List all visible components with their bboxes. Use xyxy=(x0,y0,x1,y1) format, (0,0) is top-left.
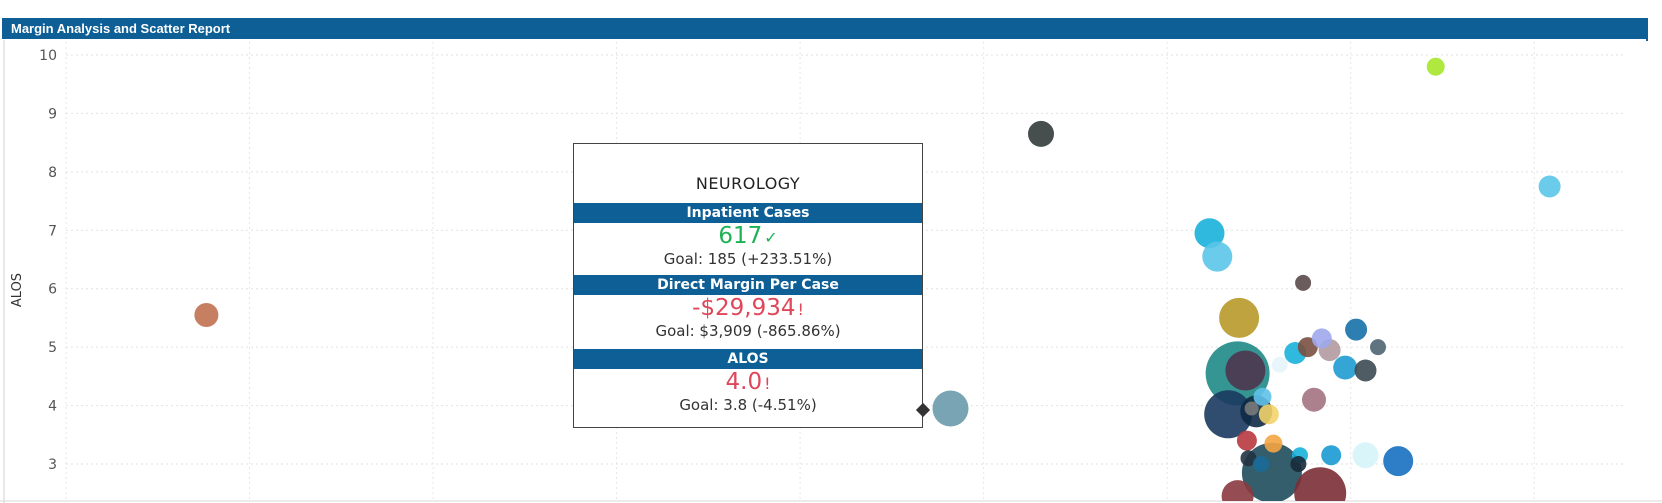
scatter-point[interactable] xyxy=(1028,120,1054,147)
y-tick-label: 7 xyxy=(48,223,57,239)
scatter-point[interactable] xyxy=(1290,456,1307,472)
scatter-point[interactable] xyxy=(1202,241,1233,272)
scatter-point[interactable] xyxy=(1219,297,1260,338)
check-icon: ✓ xyxy=(764,228,778,247)
scatter-point[interactable] xyxy=(1271,356,1288,373)
tooltip-title: NEUROLOGY xyxy=(695,174,801,193)
tooltip-goal-alos: Goal: 3.8 (-4.51%) xyxy=(679,396,817,414)
warning-icon: ! xyxy=(797,300,804,319)
scatter-point[interactable] xyxy=(1321,445,1342,466)
tooltip-value-inpatient-cases: 617 ✓ xyxy=(574,223,922,249)
y-tick-label: 8 xyxy=(48,165,57,181)
tooltip-goal-inpatient-cases: Goal: 185 (+233.51%) xyxy=(663,250,833,268)
tooltip-header-direct-margin: Direct Margin Per Case xyxy=(574,275,922,295)
tooltip-goal-direct-margin: Goal: $3,909 (-865.86%) xyxy=(655,322,841,340)
scatter-point[interactable] xyxy=(1253,387,1272,406)
y-axis-ticks: 3 4 5 6 7 8 9 10 xyxy=(39,48,57,473)
y-tick-label: 6 xyxy=(48,282,57,298)
y-axis-label: ALOS xyxy=(10,273,25,307)
y-tick-label: 4 xyxy=(48,399,57,415)
scatter-point[interactable] xyxy=(194,303,219,327)
scatter-point[interactable] xyxy=(1194,218,1225,249)
scatter-point[interactable] xyxy=(1264,434,1283,453)
report-title-bar: Margin Analysis and Scatter Report xyxy=(2,18,1646,39)
scatter-point[interactable] xyxy=(1236,430,1257,451)
y-tick-label: 9 xyxy=(48,106,57,122)
y-tick-label: 3 xyxy=(48,457,57,473)
scatter-point[interactable] xyxy=(1383,446,1414,477)
scatter-point[interactable] xyxy=(1538,175,1561,198)
warning-icon: ! xyxy=(764,374,771,393)
scatter-point[interactable] xyxy=(1258,404,1279,425)
report-title: Margin Analysis and Scatter Report xyxy=(11,21,231,36)
scatter-point[interactable] xyxy=(1302,387,1326,412)
scatter-point[interactable] xyxy=(1295,274,1312,291)
tooltip-value-alos: 4.0! xyxy=(574,369,922,395)
scatter-point[interactable] xyxy=(1204,390,1253,439)
y-tick-label: 10 xyxy=(39,48,57,64)
scatter-point[interactable] xyxy=(1345,318,1368,341)
inpatient-cases-value: 617 xyxy=(718,223,763,249)
scatter-point[interactable] xyxy=(1370,339,1386,356)
scatter-point[interactable] xyxy=(932,390,969,427)
scatter-point[interactable] xyxy=(1352,442,1379,469)
scatter-point[interactable] xyxy=(1221,480,1254,503)
scatter-points xyxy=(194,57,1561,503)
scatter-point[interactable] xyxy=(1354,359,1377,382)
scatter-point[interactable] xyxy=(1253,456,1269,472)
scatter-point[interactable] xyxy=(1244,401,1259,416)
scatter-point[interactable] xyxy=(1333,355,1358,380)
scatter-point[interactable] xyxy=(1311,328,1332,349)
tooltip-header-alos: ALOS xyxy=(574,349,922,369)
title-bar-edge xyxy=(1646,18,1648,41)
alos-value: 4.0 xyxy=(725,369,763,395)
scatter-point[interactable] xyxy=(1225,350,1266,391)
tooltip-header-inpatient-cases: Inpatient Cases xyxy=(574,203,922,223)
tooltip-card: NEUROLOGY Inpatient Cases 617 ✓ Goal: 185… xyxy=(573,143,923,428)
scatter-point[interactable] xyxy=(1294,467,1347,503)
y-tick-label: 5 xyxy=(48,340,57,356)
scatter-point[interactable] xyxy=(1426,57,1445,76)
tooltip-value-direct-margin: -$29,934! xyxy=(574,295,922,321)
direct-margin-value: -$29,934 xyxy=(692,295,796,321)
scatter-point[interactable] xyxy=(1240,450,1257,467)
